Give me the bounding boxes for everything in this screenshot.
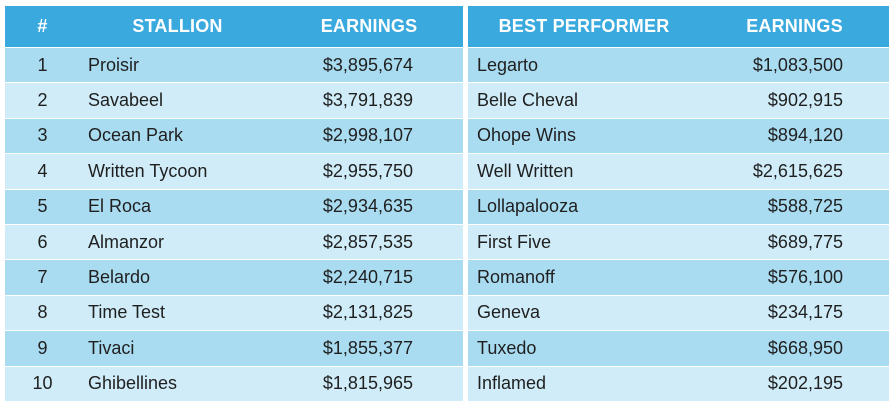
performer-earnings-cell: $576,100 [700,259,889,296]
table-row: Well Written $2,615,625 [468,153,889,190]
best-performer-name-cell: Legarto [468,46,700,83]
stallion-name-cell: Savabeel [80,82,275,119]
rank-cell: 6 [5,223,80,260]
table-row: 5 El Roca $2,934,635 [5,188,463,225]
stallion-earnings-cell: $1,855,377 [275,330,463,367]
rank-cell: 5 [5,188,80,225]
performer-earnings-cell: $234,175 [700,294,889,331]
performer-earnings-cell: $894,120 [700,117,889,154]
best-performer-table-header-row: BEST PERFORMER EARNINGS [468,6,889,48]
best-performer-name-cell: Romanoff [468,259,700,296]
rank-cell: 4 [5,153,80,190]
stallion-name-cell: Written Tycoon [80,153,275,190]
best-performer-name-cell: First Five [468,223,700,260]
stallion-table-body: 1 Proisir $3,895,674 2 Savabeel $3,791,839 3 Oc… [5,46,463,401]
table-row: 4 Written Tycoon $2,955,750 [5,153,463,190]
table-row: 10 Ghibellines $1,815,965 [5,365,463,401]
table-row: Romanoff $576,100 [468,259,889,296]
stallion-earnings-cell: $3,791,839 [275,82,463,119]
rank-cell: 3 [5,117,80,154]
table-row: Legarto $1,083,500 [468,46,889,83]
stallion-earnings-cell: $2,240,715 [275,259,463,296]
performer-earnings-cell: $1,083,500 [700,46,889,83]
performer-earnings-cell: $668,950 [700,330,889,367]
performer-earnings-cell: $202,195 [700,365,889,401]
rank-cell: 1 [5,46,80,83]
stallion-column-header: STALLION [80,6,275,48]
best-performer-name-cell: Lollapalooza [468,188,700,225]
table-row: 7 Belardo $2,240,715 [5,259,463,296]
stallion-table-header-row: # STALLION EARNINGS [5,6,463,48]
stallion-earnings-cell: $2,934,635 [275,188,463,225]
table-row: 9 Tivaci $1,855,377 [5,330,463,367]
table-row: Ohope Wins $894,120 [468,117,889,154]
best-performer-name-cell: Inflamed [468,365,700,401]
stallion-table: # STALLION EARNINGS 1 Proisir $3,895,674 2 S… [5,6,463,401]
best-performer-name-cell: Ohope Wins [468,117,700,154]
best-performer-name-cell: Well Written [468,153,700,190]
table-row: Belle Cheval $902,915 [468,82,889,119]
best-performer-column-header: BEST PERFORMER [468,6,700,48]
table-row: Lollapalooza $588,725 [468,188,889,225]
table-row: 1 Proisir $3,895,674 [5,46,463,83]
table-row: 3 Ocean Park $2,998,107 [5,117,463,154]
performer-earnings-cell: $588,725 [700,188,889,225]
rank-column-header: # [5,6,80,48]
table-row: Inflamed $202,195 [468,365,889,401]
table-row: Tuxedo $668,950 [468,330,889,367]
best-performer-table-body: Legarto $1,083,500 Belle Cheval $902,915 Oho… [468,46,889,401]
rank-cell: 7 [5,259,80,296]
performer-earnings-column-header: EARNINGS [700,6,889,48]
performer-earnings-cell: $689,775 [700,223,889,260]
stallion-earnings-cell: $3,895,674 [275,46,463,83]
stallion-name-cell: Ocean Park [80,117,275,154]
stallion-name-cell: Tivaci [80,330,275,367]
table-row: First Five $689,775 [468,223,889,260]
stallion-name-cell: Almanzor [80,223,275,260]
rank-cell: 2 [5,82,80,119]
table-row: 2 Savabeel $3,791,839 [5,82,463,119]
performer-earnings-cell: $902,915 [700,82,889,119]
rank-cell: 10 [5,365,80,401]
best-performer-name-cell: Geneva [468,294,700,331]
table-row: 8 Time Test $2,131,825 [5,294,463,331]
best-performer-name-cell: Tuxedo [468,330,700,367]
stallion-earnings-cell: $2,998,107 [275,117,463,154]
stallion-name-cell: Belardo [80,259,275,296]
table-row: 6 Almanzor $2,857,535 [5,223,463,260]
performer-earnings-cell: $2,615,625 [700,153,889,190]
rank-cell: 8 [5,294,80,331]
stallion-name-cell: El Roca [80,188,275,225]
best-performer-name-cell: Belle Cheval [468,82,700,119]
table-row: Geneva $234,175 [468,294,889,331]
best-performer-table: BEST PERFORMER EARNINGS Legarto $1,083,50… [468,6,889,401]
stallion-name-cell: Proisir [80,46,275,83]
stallion-earnings-cell: $2,131,825 [275,294,463,331]
rank-cell: 9 [5,330,80,367]
stallion-name-cell: Time Test [80,294,275,331]
stallion-earnings-cell: $1,815,965 [275,365,463,401]
stallion-name-cell: Ghibellines [80,365,275,401]
stallion-earnings-cell: $2,955,750 [275,153,463,190]
stallion-earnings-column-header: EARNINGS [275,6,463,48]
stallion-earnings-cell: $2,857,535 [275,223,463,260]
